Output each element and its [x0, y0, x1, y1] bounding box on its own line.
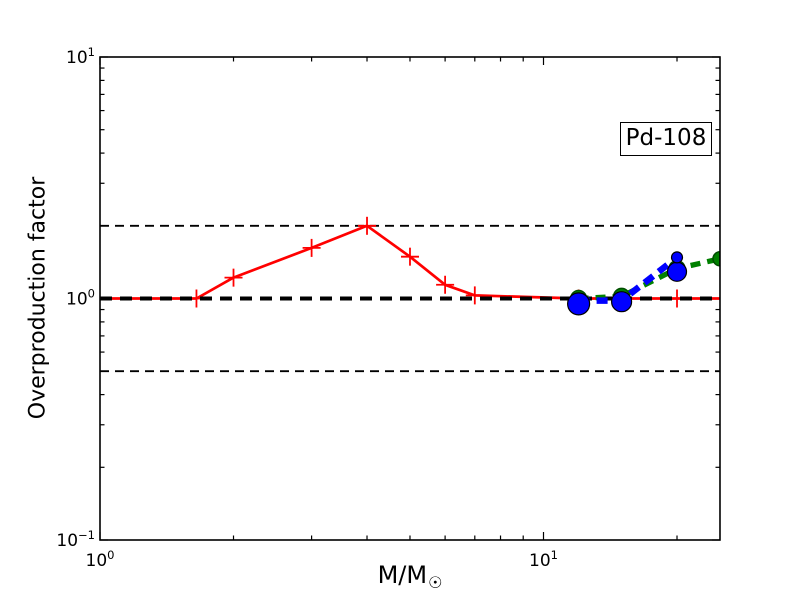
sun-symbol: ☉: [428, 573, 443, 592]
blue-dashed-circle-series: [567, 251, 688, 316]
y-tick-label: 100: [66, 287, 95, 310]
x-axis-label: M/M☉: [377, 561, 443, 592]
y-axis-label: Overproduction factor: [25, 176, 51, 420]
y-tick-label: 101: [66, 45, 95, 68]
y-tick-label: 10−1: [56, 528, 95, 551]
x-axis-label-main: M/M: [377, 561, 428, 589]
plot-area: [100, 216, 720, 373]
axes-spines: [99, 56, 721, 541]
x-tick-label: 100: [86, 548, 115, 571]
isotope-annotation: Pd-108: [620, 122, 712, 156]
x-tick-label: 101: [529, 548, 558, 571]
